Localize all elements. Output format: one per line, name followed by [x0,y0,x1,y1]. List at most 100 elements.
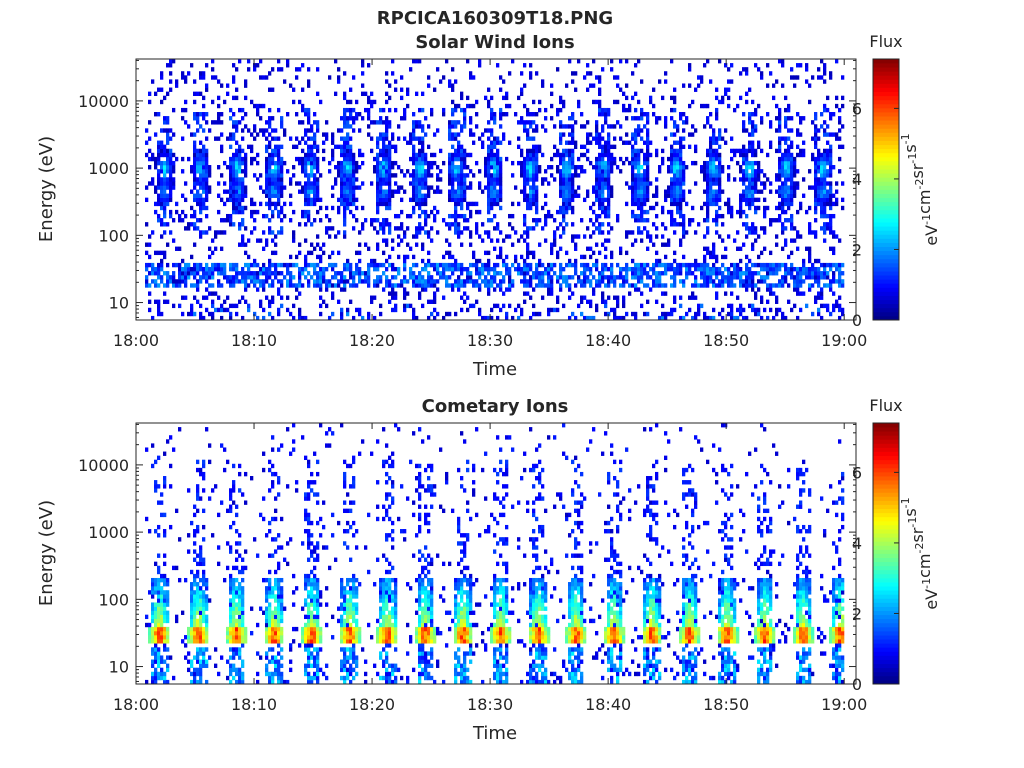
spectrogram-cell [343,148,347,154]
spectrogram-cell [673,148,677,154]
spectrogram-plot-area[interactable] [145,59,845,321]
spectrogram-cell [316,160,320,166]
spectrogram-cell [415,226,419,231]
spectrogram-cell [655,279,659,284]
spectrogram-cell [487,152,491,158]
spectrogram-cell [706,262,710,268]
spectrogram-cell [646,209,650,215]
spectrogram-cell [484,169,488,174]
spectrogram-cell [553,177,557,182]
spectrogram-cell [604,299,608,304]
spectrogram-cell [499,185,503,190]
spectrogram-cell [427,185,431,190]
spectrogram-cell [268,258,272,264]
spectrogram-cell [799,307,803,313]
spectrogram-cell [433,283,437,288]
spectrogram-cell [829,222,833,227]
spectrogram-cell [709,271,713,276]
spectrogram-cell [589,283,593,288]
spectrogram-cell [712,132,716,137]
spectrogram-cell [664,242,668,247]
spectrogram-cell [454,136,458,141]
spectrogram-cell [748,120,752,125]
spectrogram-cell [679,193,683,198]
spectrogram-cell [640,279,644,284]
spectrogram-cell [739,197,743,203]
spectrogram-cell [610,185,614,190]
spectrogram-cell [235,311,239,317]
spectrogram-cell [631,242,635,247]
spectrogram-cell [163,165,167,170]
spectrogram-cell [529,173,533,178]
spectrogram-cell [499,197,503,203]
spectrogram-cell [241,275,245,280]
spectrogram-cell [370,262,374,268]
spectrogram-cell [421,165,425,170]
spectrogram-cell [565,279,569,284]
spectrogram-cell [640,189,644,194]
spectrogram-cell [637,189,641,194]
spectrogram-cell [466,185,470,190]
spectrogram-cell [505,262,509,268]
spectrogram-cell [265,120,269,125]
spectrogram-cell [424,152,428,158]
spectrogram-cell [262,128,266,133]
spectrogram-cell [202,112,206,117]
spectrogram-cell [571,238,575,243]
spectrogram-cell [649,181,653,186]
spectrogram-cell [232,185,236,190]
spectrogram-cell [556,279,560,284]
spectrogram-cell [667,156,671,162]
spectrogram-cell [421,201,425,207]
spectrogram-cell [784,95,788,101]
spectrogram-cell [151,230,155,235]
spectrogram-cell [199,201,203,207]
spectrogram-cell [832,246,836,251]
spectrogram-cell [220,148,224,154]
spectrogram-cell [751,193,755,198]
spectrogram-cell [442,160,446,166]
spectrogram-cell [301,160,305,166]
spectrogram-cell [805,275,809,280]
spectrogram-cell [265,177,269,182]
spectrogram-cell [289,218,293,223]
spectrogram-cell [160,266,164,272]
spectrogram-cell [271,185,275,190]
spectrogram-cell [145,128,149,133]
spectrogram-cell [637,116,641,121]
spectrogram-cell [622,160,626,166]
spectrogram-cell [262,287,266,292]
spectrogram-cell [778,144,782,150]
spectrogram-cell [190,283,194,288]
spectrogram-cell [454,213,458,219]
spectrogram-cell [757,311,761,317]
spectrogram-cell [664,266,668,272]
spectrogram-cell [769,271,773,276]
spectrogram-cell [298,120,302,125]
spectrogram-cells[interactable] [145,59,845,321]
spectrogram-cell [790,160,794,166]
spectrogram-cell [781,193,785,198]
spectrogram-cell [694,311,698,317]
spectrogram-cell [343,156,347,162]
spectrogram-cell [817,266,821,272]
spectrogram-cell [778,59,782,64]
spectrogram-cell [487,291,491,296]
spectrogram-cell [178,262,182,268]
spectrogram-cell [307,181,311,186]
spectrogram-cell [445,311,449,317]
spectrogram-cell [532,311,536,317]
spectrogram-cell [367,271,371,276]
spectrogram-cell [289,181,293,186]
spectrogram-cell [586,63,590,68]
spectrogram-cell [460,271,464,276]
spectrogram-cell [268,197,272,203]
spectrogram-cell [352,152,356,158]
spectrogram-cell [394,283,398,288]
spectrogram-cell [670,222,674,227]
spectrogram-cell [565,205,569,211]
spectrogram-cell [277,152,281,158]
spectrogram-cell [310,160,314,166]
spectrogram-cell [760,279,764,284]
spectrogram-cell [382,144,386,150]
